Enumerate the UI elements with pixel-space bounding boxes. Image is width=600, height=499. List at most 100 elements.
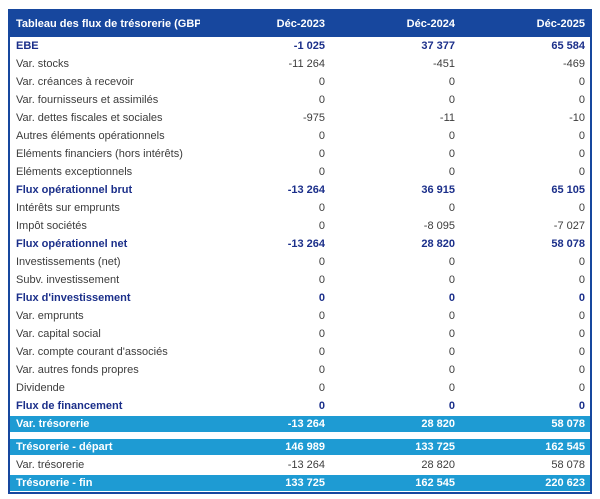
row-label: Var. trésorerie: [16, 418, 90, 430]
row-value: 0: [318, 202, 325, 214]
row-value: 28 820: [421, 418, 455, 430]
table-row: Var. capital social 0 0 0: [10, 325, 590, 343]
row-value: 58 078: [551, 418, 585, 430]
row-label: Var. compte courant d'associés: [16, 346, 168, 358]
row-label: Eléments exceptionnels: [16, 166, 133, 178]
row-value: 0: [578, 76, 585, 88]
row-value: 37 377: [421, 40, 455, 52]
row-label: Var. emprunts: [16, 310, 84, 322]
row-value: 0: [318, 292, 325, 304]
row-value: 0: [448, 166, 455, 178]
row-value: -13 264: [287, 184, 325, 196]
row-value: 0: [318, 256, 325, 268]
row-value: -451: [432, 58, 455, 70]
row-value: 0: [578, 328, 585, 340]
row-value: 28 820: [421, 459, 455, 471]
row-value: 0: [318, 76, 325, 88]
row-value: -469: [562, 58, 585, 70]
row-label: Var. capital social: [16, 328, 101, 340]
row-value: 36 915: [421, 184, 455, 196]
row-value: 0: [578, 364, 585, 376]
section-divider: [10, 433, 590, 438]
table-row: Flux d'investissement 0 0 0: [10, 289, 590, 307]
row-value: 220 623: [545, 477, 585, 489]
row-value: 0: [448, 274, 455, 286]
table-row: Investissements (net) 0 0 0: [10, 253, 590, 271]
table-row: Trésorerie - fin 133 725 162 545 220 623: [10, 474, 590, 492]
row-value: 58 078: [551, 459, 585, 471]
table-row: Var. emprunts 0 0 0: [10, 307, 590, 325]
row-value: 0: [448, 76, 455, 88]
cash-flow-table: Tableau des flux de trésorerie (GBP) Déc…: [8, 9, 592, 494]
row-value: -13 264: [287, 418, 325, 430]
row-label: Flux opérationnel net: [16, 238, 128, 250]
row-label: Var. stocks: [16, 58, 69, 70]
table-row: Intérêts sur emprunts 0 0 0: [10, 199, 590, 217]
row-value: 58 078: [551, 238, 585, 250]
row-value: 0: [578, 274, 585, 286]
column-header-dec-2023: Déc-2023: [276, 18, 325, 30]
row-value: 0: [318, 148, 325, 160]
table-row: Eléments exceptionnels 0 0 0: [10, 163, 590, 181]
table-row: Var. autres fonds propres 0 0 0: [10, 361, 590, 379]
row-value: 0: [448, 130, 455, 142]
column-header-dec-2025: Déc-2025: [536, 18, 585, 30]
row-value: 65 105: [551, 184, 585, 196]
table-summary: Trésorerie - départ 146 989 133 725 162 545…: [10, 438, 590, 492]
row-value: -13 264: [287, 459, 325, 471]
row-value: 0: [318, 346, 325, 358]
row-value: -13 264: [287, 238, 325, 250]
row-value: 0: [448, 94, 455, 106]
row-value: 0: [578, 130, 585, 142]
row-label: Subv. investissement: [16, 274, 120, 286]
row-value: 0: [578, 166, 585, 178]
row-label: Var. fournisseurs et assimilés: [16, 94, 159, 106]
table-row: Flux opérationnel brut -13 264 36 915 65 10…: [10, 181, 590, 199]
row-value: 0: [578, 148, 585, 160]
row-value: 0: [318, 166, 325, 178]
row-value: 0: [448, 256, 455, 268]
table-row: Var. trésorerie -13 264 28 820 58 078: [10, 415, 590, 433]
table-row: Trésorerie - départ 146 989 133 725 162 545: [10, 438, 590, 456]
row-value: 133 725: [415, 441, 455, 453]
row-value: 0: [448, 148, 455, 160]
row-label: Investissements (net): [16, 256, 121, 268]
row-label: Flux de financement: [16, 400, 123, 412]
row-label: Trésorerie - départ: [16, 441, 113, 453]
row-value: 0: [318, 94, 325, 106]
row-label: Var. trésorerie: [16, 459, 85, 471]
table-row: Var. stocks -11 264 -451 -469: [10, 55, 590, 73]
row-value: 0: [448, 202, 455, 214]
row-label: Flux opérationnel brut: [16, 184, 133, 196]
row-value: -11: [439, 112, 455, 124]
row-value: 28 820: [421, 238, 455, 250]
row-label: Flux d'investissement: [16, 292, 131, 304]
row-label: Dividende: [16, 382, 65, 394]
table-row: Var. créances à recevoir 0 0 0: [10, 73, 590, 91]
row-value: 0: [578, 202, 585, 214]
row-value: 0: [318, 382, 325, 394]
row-value: 0: [318, 274, 325, 286]
row-value: 0: [448, 310, 455, 322]
table-row: Var. trésorerie -13 264 28 820 58 078: [10, 456, 590, 474]
row-value: 0: [578, 292, 585, 304]
table-row: Var. dettes fiscales et sociales -975 -11 -…: [10, 109, 590, 127]
row-label: Var. autres fonds propres: [16, 364, 139, 376]
table-row: Flux de financement 0 0 0: [10, 397, 590, 415]
table-row: Impôt sociétés 0 -8 095 -7 027: [10, 217, 590, 235]
table-row: EBE -1 025 37 377 65 584: [10, 37, 590, 55]
row-value: 133 725: [285, 477, 325, 489]
row-value: 0: [448, 346, 455, 358]
row-label: EBE: [16, 40, 39, 52]
row-value: 0: [318, 400, 325, 412]
row-label: Autres éléments opérationnels: [16, 130, 165, 142]
row-value: 162 545: [545, 441, 585, 453]
row-value: 0: [318, 310, 325, 322]
row-value: 146 989: [285, 441, 325, 453]
row-value: 0: [318, 130, 325, 142]
row-label: Var. créances à recevoir: [16, 76, 134, 88]
row-value: -10: [569, 112, 585, 124]
row-label: Var. dettes fiscales et sociales: [16, 112, 163, 124]
row-value: 0: [448, 400, 455, 412]
row-value: 0: [578, 310, 585, 322]
